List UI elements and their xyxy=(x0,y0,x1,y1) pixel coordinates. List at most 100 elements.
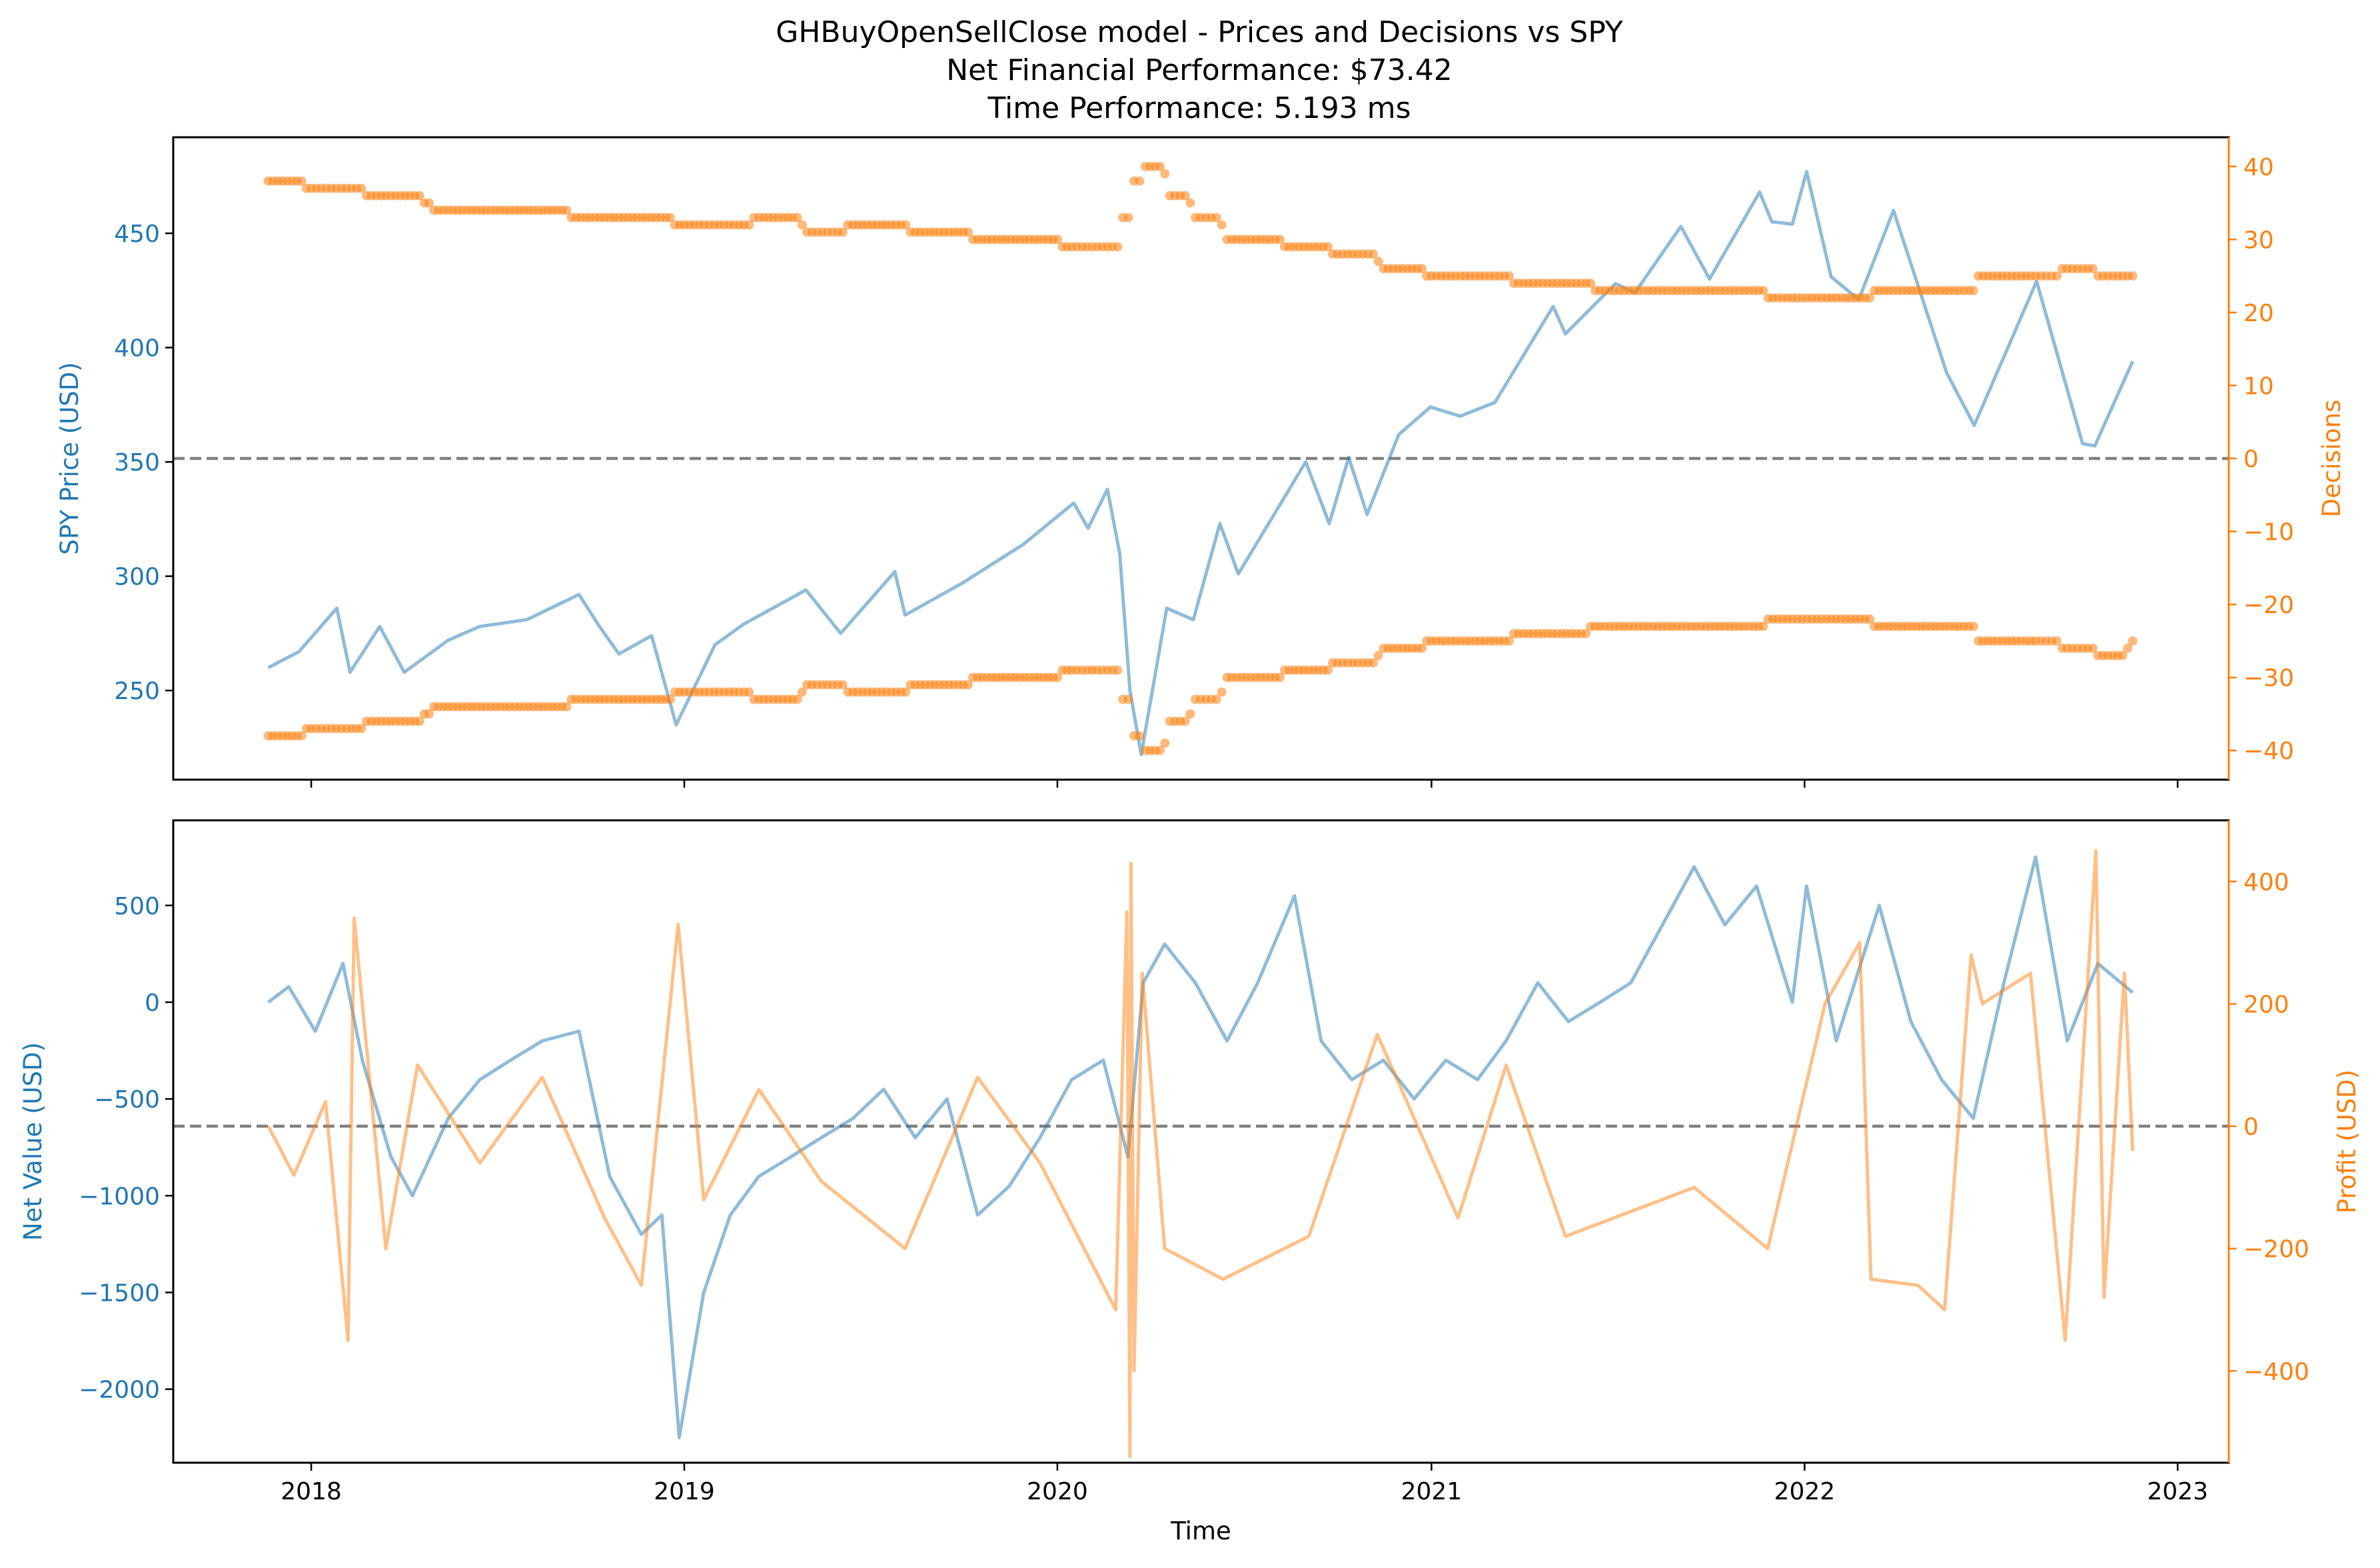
y-left-tick-label: 0 xyxy=(145,990,160,1017)
x-tick-label: 2022 xyxy=(1774,1478,1836,1505)
decision-point xyxy=(1373,257,1383,267)
y-left-tick-label: −2000 xyxy=(79,1377,160,1404)
x-tick-label: 2023 xyxy=(2147,1478,2208,1505)
y-right-tick-label: −20 xyxy=(2243,592,2294,619)
decision-point xyxy=(2087,643,2097,653)
decision-point xyxy=(2087,264,2097,274)
y-right-tick-label: 30 xyxy=(2243,227,2274,254)
decision-point xyxy=(1123,213,1133,223)
decision-point xyxy=(1368,658,1378,668)
decision-point xyxy=(297,731,306,741)
decision-point xyxy=(356,724,366,734)
y-left-tick-label: 250 xyxy=(114,678,160,705)
x-tick-label: 2018 xyxy=(281,1478,342,1505)
y-left-tick-label: 500 xyxy=(114,893,160,920)
decision-point xyxy=(1504,636,1514,646)
decision-point xyxy=(1135,176,1145,186)
y-right-tick-label: −400 xyxy=(2243,1358,2309,1385)
decision-point xyxy=(1160,738,1170,748)
decision-point xyxy=(1275,235,1285,245)
decision-point xyxy=(1368,249,1378,259)
decision-point xyxy=(1373,650,1383,660)
y-right-axis-label: Profit (USD) xyxy=(2333,1070,2361,1213)
decision-point xyxy=(2052,271,2062,281)
decision-point xyxy=(1504,271,1514,281)
decision-point xyxy=(1185,709,1195,719)
decision-point xyxy=(792,213,802,223)
y-right-axis-label: Decisions xyxy=(2317,400,2346,518)
y-left-axis-label: SPY Price (USD) xyxy=(55,362,84,554)
decision-point xyxy=(414,191,424,201)
decision-point xyxy=(963,227,973,237)
decision-point xyxy=(1968,286,1978,296)
decision-point xyxy=(297,176,306,186)
decision-point xyxy=(1323,665,1333,675)
decision-point xyxy=(1211,694,1221,704)
series-right-line xyxy=(267,849,2135,1459)
x-axis-label: Time xyxy=(1170,1517,1231,1545)
decision-point xyxy=(356,183,366,193)
decision-point xyxy=(797,687,807,697)
decision-point xyxy=(1155,161,1165,171)
decision-point xyxy=(1180,716,1190,726)
chart-title-line-2: Net Financial Performance: $73.42 xyxy=(946,53,1452,87)
y-right-tick-label: −10 xyxy=(2243,519,2294,546)
decision-point xyxy=(792,694,802,704)
decision-point xyxy=(1275,672,1285,682)
decision-point xyxy=(2117,650,2127,660)
y-right-tick-label: −40 xyxy=(2243,738,2294,765)
y-right-tick-label: 0 xyxy=(2243,446,2259,473)
decision-point xyxy=(1211,213,1221,223)
y-left-tick-label: 400 xyxy=(114,335,160,363)
decision-point xyxy=(1865,614,1875,624)
decision-point xyxy=(2123,643,2133,653)
y-left-tick-label: −1500 xyxy=(79,1279,160,1307)
decision-point xyxy=(1113,665,1123,675)
top-panel: 250 300 350 400 450 −40 −30 −20 −10 0 10 20 30 40 SPY … xyxy=(55,136,2346,788)
bottom-panel: −2000−1500−1000−5000500−400−200020040020… xyxy=(19,819,2361,1545)
decision-point xyxy=(1217,687,1227,697)
y-right-tick-label: 10 xyxy=(2243,373,2274,400)
decision-point xyxy=(1155,746,1165,756)
decision-point xyxy=(838,227,848,237)
y-left-axis-label: Net Value (USD) xyxy=(19,1042,47,1241)
decision-point xyxy=(1323,242,1333,252)
decision-point xyxy=(424,198,434,208)
series-line xyxy=(267,855,2134,1439)
series-left-line xyxy=(267,170,2135,756)
plot-frame xyxy=(172,819,2230,1464)
y-right-tick-label: 20 xyxy=(2243,300,2274,327)
decision-point xyxy=(1160,169,1170,179)
y-right-tick-label: 0 xyxy=(2243,1114,2259,1141)
decision-point xyxy=(1123,694,1133,704)
decision-point xyxy=(901,687,911,697)
series-right-scatter xyxy=(263,161,2137,756)
decision-point xyxy=(562,702,572,712)
series-line xyxy=(267,170,2135,756)
decision-point xyxy=(1758,621,1768,631)
decision-point xyxy=(2127,636,2137,646)
decision-point xyxy=(1586,279,1596,289)
decision-point xyxy=(963,680,973,690)
decision-point xyxy=(414,716,424,726)
chart-title-line-3: Time Performance: 5.193 ms xyxy=(987,91,1411,125)
decision-point xyxy=(1185,198,1195,208)
y-right-tick-label: −200 xyxy=(2243,1236,2309,1263)
decision-point xyxy=(1113,242,1123,252)
y-right-tick-label: 400 xyxy=(2243,869,2289,896)
y-left-tick-label: 300 xyxy=(114,564,160,591)
decision-point xyxy=(1135,731,1145,741)
series-left-line xyxy=(267,855,2134,1439)
decision-point xyxy=(797,220,807,230)
y-right-tick-label: 40 xyxy=(2243,154,2274,181)
decision-point xyxy=(424,709,434,719)
decision-point xyxy=(665,213,675,223)
decision-point xyxy=(2127,271,2137,281)
x-tick-label: 2021 xyxy=(1401,1478,1463,1505)
chart-title-line-1: GHBuyOpenSellClose model - Prices and De… xyxy=(776,15,1623,49)
y-right-tick-label: 200 xyxy=(2243,991,2289,1018)
x-tick-label: 2020 xyxy=(1027,1478,1088,1505)
decision-point xyxy=(744,220,754,230)
decision-point xyxy=(1217,220,1227,230)
